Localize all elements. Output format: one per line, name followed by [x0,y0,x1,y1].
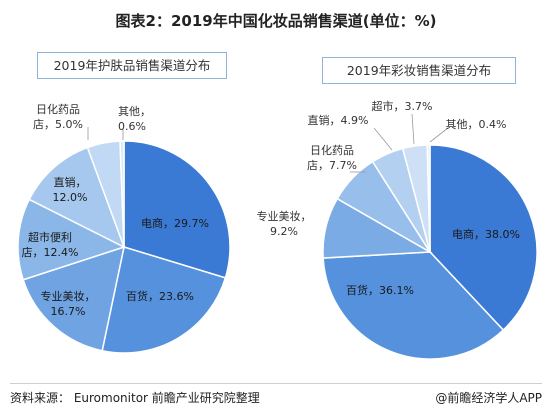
slice-label: 日化药品店，5.0% [33,102,83,131]
leader-line [429,127,449,143]
slice-label: 电商，29.7% [141,216,209,230]
chart-title: 图表2：2019年中国化妆品销售渠道(单位：%) [115,12,437,30]
leader-line [373,127,393,151]
slice-label: 直销，4.9% [308,113,369,127]
makeup-pie: 电商，38.0% 百货，36.1% 专业美妆， 9.2% 日化药品店，7.7% 直销，4.… [257,99,538,360]
right-chart-title: 2019年彩妆销售渠道分布 [322,57,516,84]
slice-label: 其他， 0.6% [118,105,151,133]
slice-label: 超市，3.7% [372,99,433,113]
pie-slice-2 [322,251,505,360]
left-chart-title: 2019年护肤品销售渠道分布 [37,52,227,79]
slice-label: 其他，0.4% [446,118,507,131]
slice-label: 直销， 12.0% [53,175,88,204]
slice-label: 百货，23.6% [126,289,194,303]
slice-label: 专业美妆， 16.7% [41,289,96,318]
slice-label: 专业美妆， 9.2% [257,209,312,238]
leader-line [411,113,415,145]
slice-label: 电商，38.0% [452,227,520,241]
footer-divider [10,383,542,384]
brand-credit: @前瞻经济学人APP [435,391,542,405]
pie-slice-3 [22,245,126,352]
pie-slice-2 [101,246,227,354]
slice-label: 百货，36.1% [346,283,414,297]
source-note: 资料来源： Euromonitor 前瞻产业研究院整理 [10,391,260,405]
pie-slice-7 [119,140,125,248]
slice-label: 日化药品店，7.7% [307,143,357,172]
slice-label: 超市便利店，12.4% [22,230,79,259]
pie-slice-7 [426,144,431,253]
pie-slice-5 [28,146,126,249]
pie-slice-1 [429,144,538,332]
skincare-pie: 电商，29.7% 百货，23.6% 专业美妆， 16.7% 超市便利店，12.4% 直销，… [17,102,231,354]
pie-slice-1 [123,140,231,279]
pie-slice-4 [17,198,126,281]
